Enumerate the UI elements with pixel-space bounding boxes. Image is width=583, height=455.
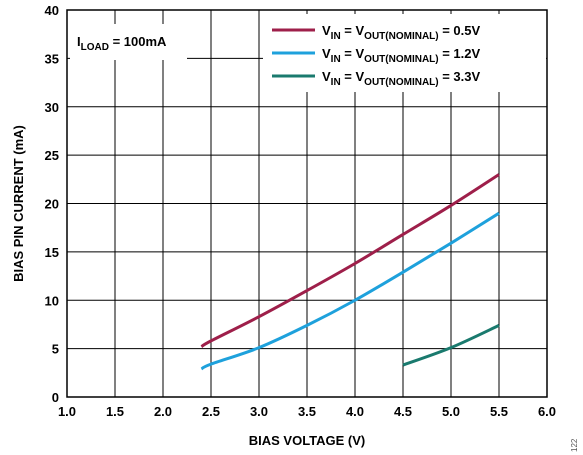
y-tick-label: 5 [52, 342, 59, 357]
series-lines [200, 173, 500, 371]
load-annotation: ILOAD = 100mA [70, 24, 187, 60]
series-line-3 [402, 324, 500, 367]
series-line-1 [200, 173, 500, 348]
x-tick-labels: 1.0 1.5 2.0 2.5 3.0 3.5 4.0 4.5 5.0 5.5 6.0 [58, 404, 556, 419]
x-tick-label: 2.0 [154, 404, 172, 419]
y-tick-label: 15 [45, 245, 59, 260]
legend-label-1: VIN = VOUT(NOMINAL) = 0.5V [322, 23, 480, 42]
x-tick-label: 3.5 [298, 404, 316, 419]
y-tick-label: 40 [45, 3, 59, 18]
legend-label-2: VIN = VOUT(NOMINAL) = 1.2V [322, 46, 480, 65]
x-tick-label: 6.0 [538, 404, 556, 419]
plot-frame [66, 9, 548, 398]
x-tick-label: 2.5 [202, 404, 220, 419]
y-tick-label: 20 [45, 197, 59, 212]
y-axis-title: BIAS PIN CURRENT (mA) [11, 125, 26, 282]
load-annotation-text: ILOAD = 100mA [77, 34, 167, 53]
y-tick-label: 25 [45, 148, 59, 163]
x-tick-label: 4.5 [394, 404, 412, 419]
series-line-2 [200, 211, 500, 371]
x-tick-label: 1.5 [106, 404, 124, 419]
legend-label-3: VIN = VOUT(NOMINAL) = 3.3V [322, 69, 480, 88]
legend: VIN = VOUT(NOMINAL) = 0.5V VIN = VOUT(NOM… [263, 14, 546, 92]
x-tick-label: 5.5 [490, 404, 508, 419]
x-tick-label: 4.0 [346, 404, 364, 419]
x-tick-label: 5.0 [442, 404, 460, 419]
y-tick-label: 30 [45, 100, 59, 115]
figure-id: 122 [570, 438, 579, 452]
y-tick-label: 0 [52, 390, 59, 405]
y-tick-labels: 0 5 10 15 20 25 30 35 40 [45, 3, 59, 405]
x-tick-label: 3.0 [250, 404, 268, 419]
x-tick-label: 1.0 [58, 404, 76, 419]
y-tick-label: 35 [45, 51, 59, 66]
x-axis-title: BIAS VOLTAGE (V) [249, 433, 366, 448]
annotation-background [70, 24, 187, 60]
y-tick-label: 10 [45, 293, 59, 308]
